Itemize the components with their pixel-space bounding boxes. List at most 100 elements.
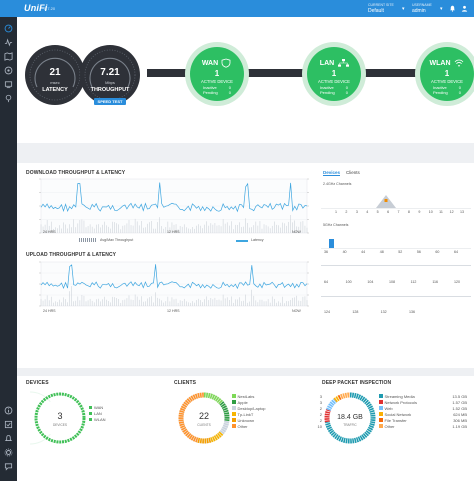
channel-label: 12 [449, 210, 454, 214]
speed-test-button[interactable]: SPEED TEST [94, 98, 126, 105]
speed-test-label: SPEED TEST [98, 99, 123, 104]
legend-value: 1.52 GB [452, 405, 467, 411]
network-icon [338, 59, 349, 67]
clients-count: 22 [199, 411, 209, 421]
channel-label: 56 [416, 250, 421, 254]
sidebar [0, 17, 17, 481]
dpi-title: DEEP PACKET INSPECTION [322, 380, 392, 386]
channel-label: 40 [342, 250, 347, 254]
channel-label: 3 [355, 210, 358, 214]
chevron-down-icon[interactable]: ▾ [440, 6, 443, 12]
channel-label: 104 [367, 280, 374, 284]
legend-value: 624 MB [453, 411, 467, 417]
dashboard-icon[interactable] [4, 24, 13, 33]
channel-label: 2 [345, 210, 348, 214]
wlan-inactive: 0 [459, 85, 462, 90]
current-site-selector[interactable]: Default [368, 8, 384, 14]
legend-value: 1.57 GB [452, 399, 467, 405]
channel-label: 36 [324, 250, 328, 254]
donut-segment [219, 401, 230, 422]
wlan-inactive-label: Inactive [433, 85, 448, 90]
ch5-signal-chart [321, 239, 471, 249]
chat-icon[interactable] [4, 462, 13, 471]
throughput-legend-swatch [79, 238, 97, 242]
username-selector[interactable]: admin [412, 8, 426, 14]
clients-center-label: CLIENTS [197, 423, 210, 427]
version-label: 5.7.20 [44, 6, 56, 11]
channel-label: 128 [352, 310, 359, 314]
legend-row: Social Network 624 MB [379, 411, 467, 417]
channel-label: 124 [324, 310, 330, 314]
wan-status[interactable] [185, 42, 249, 106]
throughput-value: 7.21 [100, 67, 120, 78]
insights-icon[interactable] [4, 94, 13, 103]
ch5-axis-row2: 64 100 104 108 112 116 120 [324, 280, 466, 285]
legend-row: Other 10 [232, 423, 322, 429]
devices-legend-item: WAN [89, 404, 106, 410]
alerts-icon[interactable] [4, 434, 13, 443]
channel-label: 120 [454, 280, 460, 284]
channel-label: 44 [361, 250, 366, 254]
wlan-status[interactable] [415, 42, 474, 106]
wlan-pending-label: Pending [433, 90, 448, 95]
throughput-label: THROUGHPUT [91, 87, 130, 93]
upload-x-mid: 12 HRS [167, 309, 180, 313]
wlan-caption: ACTIVE DEVICE [431, 79, 463, 84]
legend-swatch [89, 417, 92, 421]
legend-row: Other 1.19 GB [379, 423, 467, 429]
channel-label: 108 [389, 280, 395, 284]
upload-x-right: NOW [292, 309, 301, 313]
latency-unit: msec [50, 80, 60, 85]
clients-donut: 22 CLIENTS [178, 392, 230, 444]
topology-panel: 21 msec LATENCY 7.21 Mbps THROUGHPUT SPE… [17, 17, 474, 143]
lan-caption: ACTIVE DEVICE [318, 79, 350, 84]
channel-label: 48 [379, 250, 384, 254]
lan-inactive-label: Inactive [320, 85, 335, 90]
legend-label: Streaming Media [384, 393, 415, 399]
channel-label: 116 [432, 280, 439, 284]
bell-icon[interactable] [449, 5, 456, 12]
channel-label: 4 [366, 210, 369, 214]
tab-clients[interactable]: Clients [346, 170, 360, 175]
legend-label: Web [384, 405, 393, 411]
donut-segment [219, 420, 230, 435]
events-icon[interactable] [4, 420, 13, 429]
channel-label: 7 [397, 210, 400, 214]
ch5-device-bar [329, 239, 334, 248]
legend-row: NestLabs 3 [232, 393, 322, 399]
legend-swatch [379, 424, 383, 428]
legend-swatch [232, 418, 236, 422]
upload-title: UPLOAD THROUGHPUT & LATENCY [26, 252, 117, 258]
legend-swatch [232, 424, 236, 428]
settings-icon[interactable] [4, 448, 13, 457]
legend-swatch [379, 394, 383, 398]
legend-swatch [232, 394, 236, 398]
donut-segment [326, 398, 337, 412]
devices-center-label: DEVICES [53, 423, 67, 427]
legend-swatch [379, 412, 383, 416]
channel-label: 11 [439, 210, 443, 214]
statistics-icon[interactable] [4, 38, 13, 47]
user-icon[interactable] [461, 5, 468, 12]
devices-title: DEVICES [26, 380, 49, 386]
lan-inactive: 0 [346, 85, 349, 90]
wan-pending: 0 [229, 90, 232, 95]
chevron-down-icon[interactable]: ▾ [402, 6, 405, 12]
map-icon[interactable] [4, 52, 13, 61]
dpi-total: 18.4 GB [337, 414, 363, 421]
clients-icon[interactable] [4, 80, 13, 89]
info-icon[interactable] [4, 406, 13, 415]
dpi-center-label: TRAFFIC [343, 423, 357, 427]
legend-label: Other [384, 423, 395, 429]
clients-title: CLIENTS [174, 380, 197, 386]
channel-label: 13 [460, 210, 464, 214]
legend-label: Social Network [384, 411, 412, 417]
devices-icon[interactable] [4, 66, 13, 75]
legend-label: Network Protocols [384, 399, 417, 405]
download-x-mid: 12 HRS [167, 230, 180, 234]
donut-segment [209, 431, 224, 443]
lan-status[interactable] [302, 42, 366, 106]
channel-label: 64 [454, 250, 458, 254]
channel-label: 100 [345, 280, 352, 284]
tab-devices[interactable]: Devices [323, 170, 341, 176]
